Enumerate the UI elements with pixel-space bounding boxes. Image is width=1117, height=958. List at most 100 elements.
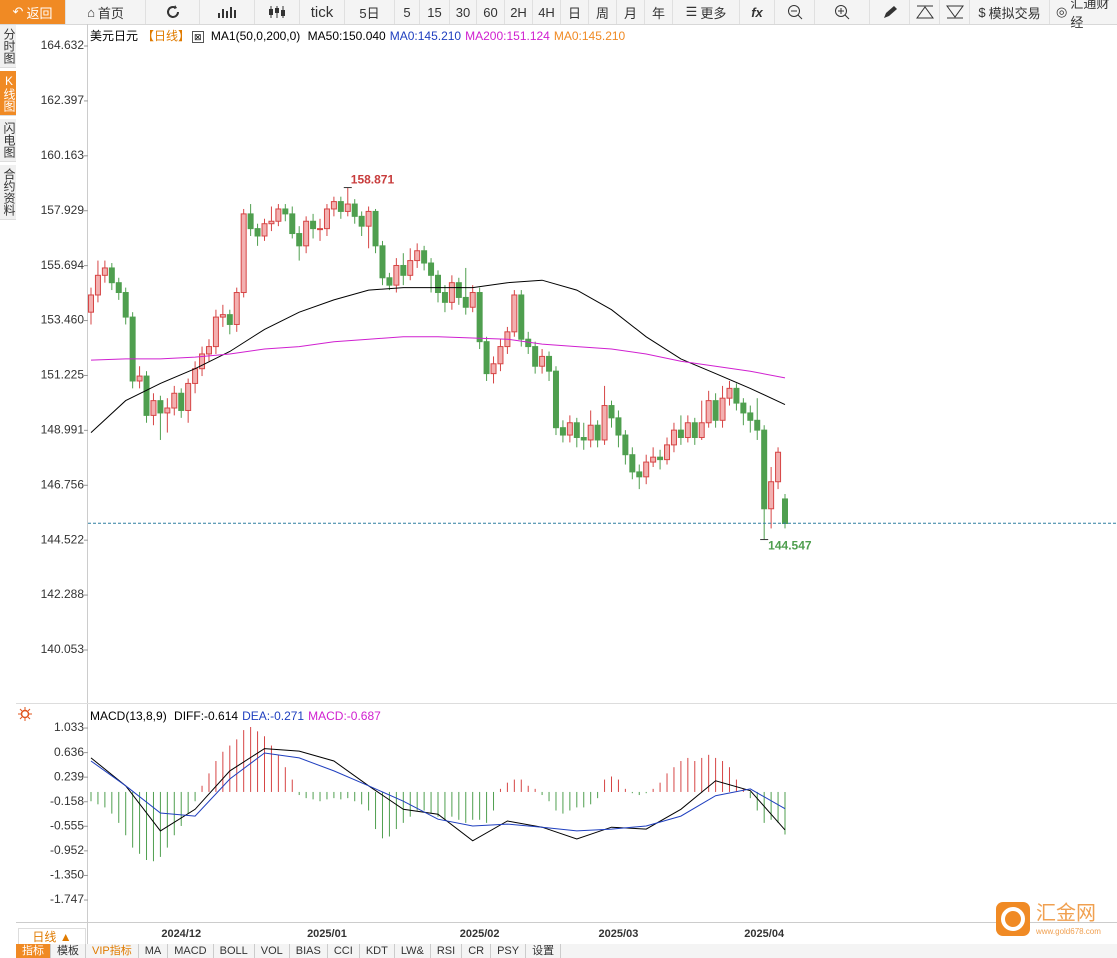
- candle-body: [365, 210, 372, 227]
- watermark-logo: [996, 902, 1030, 936]
- candle-body: [435, 274, 441, 294]
- y-tick-label: 162.397: [41, 93, 85, 107]
- watermark-name: 汇金网: [1036, 901, 1096, 924]
- candle-body: [615, 417, 622, 436]
- more-button[interactable]: ☰ 更多: [673, 0, 740, 24]
- brand-button[interactable]: ◎ 汇通财经: [1050, 0, 1117, 30]
- side-tab[interactable]: K线图: [0, 71, 16, 116]
- candle-body: [747, 412, 754, 421]
- period-button[interactable]: 周: [589, 0, 617, 24]
- indicator-tab[interactable]: MA: [139, 944, 169, 958]
- period-button[interactable]: 30: [450, 0, 477, 24]
- candle-body: [414, 250, 421, 262]
- indicator-tab[interactable]: 指标: [16, 944, 51, 958]
- candle-body: [518, 294, 525, 340]
- indicator-line: [90, 748, 786, 842]
- candle-body: [650, 456, 657, 463]
- toolbar: ↶ 返回 ⌂ 首页 tick 5日 5 15 30 60 2H 4H 日周月年 ☰ 更多 fx $ 模…: [0, 0, 1117, 30]
- y-tick-label: 146.756: [41, 477, 85, 491]
- draw-button[interactable]: [870, 0, 910, 24]
- indicator-tab[interactable]: VOL: [255, 944, 290, 958]
- candle-body: [768, 481, 775, 510]
- y-tick-label: 0.636: [54, 745, 84, 759]
- candle-body: [670, 429, 677, 446]
- down-tool-button[interactable]: [940, 0, 970, 24]
- indicator-tab[interactable]: RSI: [431, 944, 463, 958]
- candle-body: [448, 282, 455, 303]
- period-button[interactable]: 5日: [345, 0, 395, 24]
- up-tool-button[interactable]: [910, 0, 940, 24]
- period-button[interactable]: 4H: [533, 0, 561, 24]
- candle-body: [511, 294, 518, 333]
- indicator-tab[interactable]: BIAS: [290, 944, 328, 958]
- side-tab[interactable]: 合约资料: [0, 165, 16, 220]
- candle-body: [254, 228, 261, 237]
- candle-body: [317, 228, 324, 231]
- macd-legend: MACD(13,8,9) DIFF:-0.614 DEA:-0.271 MACD:-…: [90, 709, 385, 723]
- low-label: 144.547: [768, 539, 812, 553]
- zoom-in-icon: [835, 5, 850, 20]
- candle-body: [712, 400, 719, 421]
- side-tab[interactable]: 分时图: [0, 25, 16, 68]
- period-button[interactable]: 年: [645, 0, 673, 24]
- back-button[interactable]: ↶ 返回: [0, 0, 66, 24]
- candle-body: [455, 282, 462, 298]
- indicator-tab[interactable]: CCI: [328, 944, 360, 958]
- indicator-line: [90, 279, 786, 433]
- y-tick-label: 153.460: [41, 313, 85, 327]
- indicator-tab[interactable]: 设置: [526, 944, 562, 958]
- candle-body: [754, 419, 761, 431]
- period-button[interactable]: 月: [617, 0, 645, 24]
- period-button[interactable]: 日: [561, 0, 589, 24]
- candle-body: [428, 262, 435, 276]
- sim-trade-button[interactable]: $ 模拟交易: [970, 0, 1050, 24]
- period-button[interactable]: 5: [395, 0, 420, 24]
- y-tick-label: -0.158: [50, 794, 84, 808]
- zoom-in-button[interactable]: [815, 0, 870, 24]
- fx-button[interactable]: fx: [740, 0, 775, 24]
- indicator-icon[interactable]: ⊠: [192, 31, 204, 43]
- candle-button[interactable]: [255, 0, 300, 24]
- candle-body: [88, 294, 94, 313]
- indicator-tab[interactable]: MACD: [168, 944, 214, 958]
- candle-body: [407, 260, 414, 276]
- side-tab[interactable]: 闪电图: [0, 119, 16, 162]
- y-tick-label: 140.053: [41, 642, 85, 656]
- period-buttons: 5日 5 15 30 60 2H 4H 日周月年: [345, 0, 673, 24]
- candle-body: [775, 451, 782, 483]
- legend-entry: MA50:150.040: [307, 29, 386, 43]
- candle-body: [275, 208, 282, 222]
- home-button[interactable]: ⌂ 首页: [66, 0, 146, 24]
- candle-body: [372, 210, 379, 247]
- indicator-tab[interactable]: VIP指标: [86, 944, 139, 958]
- price-legend: 美元日元 【日线】 ⊠ MA1(50,0,200,0) MA50:150.040 MA…: [90, 27, 629, 44]
- candle-body: [178, 392, 185, 411]
- indicator-tab[interactable]: PSY: [491, 944, 527, 958]
- candle-body: [532, 346, 539, 367]
- candle-body: [719, 397, 726, 421]
- candle-body: [192, 368, 199, 384]
- y-tick-label: 164.632: [41, 38, 85, 52]
- period-button[interactable]: 60: [477, 0, 505, 24]
- indicator-tab[interactable]: CR: [462, 944, 492, 958]
- tick-button[interactable]: tick: [300, 0, 345, 24]
- y-tick-label: 0.239: [54, 769, 84, 783]
- candle-body: [657, 456, 664, 461]
- period-button[interactable]: 15: [420, 0, 450, 24]
- y-tick-label: 160.163: [41, 148, 85, 162]
- indicator-tab[interactable]: KDT: [360, 944, 395, 958]
- macd-settings-icon[interactable]: [18, 707, 32, 721]
- period-button[interactable]: 2H: [505, 0, 533, 24]
- indicator-tab[interactable]: LW&: [395, 944, 431, 958]
- zoom-out-button[interactable]: [775, 0, 815, 24]
- candle-body: [698, 422, 705, 439]
- candle-body: [566, 422, 573, 436]
- indicator-tab[interactable]: 模板: [51, 944, 86, 958]
- indicator-tab[interactable]: BOLL: [214, 944, 255, 958]
- candle-body: [761, 429, 768, 510]
- chart-type-button[interactable]: [200, 0, 255, 24]
- candle-body: [379, 245, 386, 279]
- indicator-name: MACD(13,8,9): [90, 709, 167, 723]
- refresh-button[interactable]: [146, 0, 200, 24]
- candle-body: [310, 220, 317, 230]
